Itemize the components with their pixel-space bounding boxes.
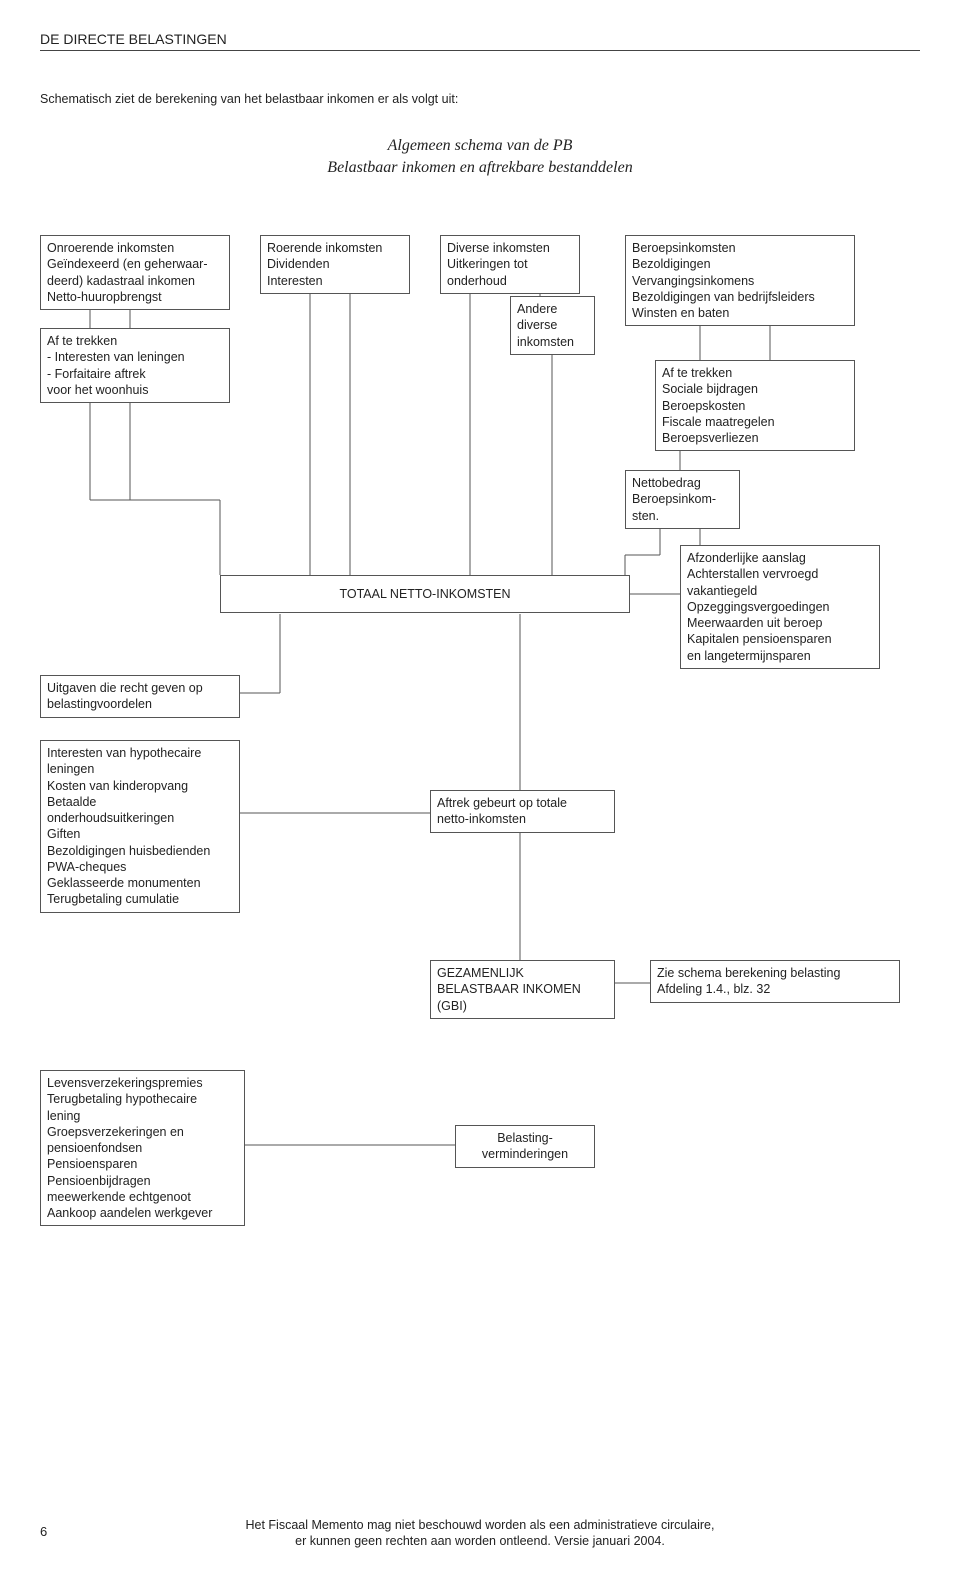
box-interesten-hyp: Interesten van hypothecaire leningen Kos… [40,740,240,913]
box-nettobedrag: Nettobedrag Beroepsinkom- sten. [625,470,740,529]
footer: Het Fiscaal Memento mag niet beschouwd w… [40,1517,920,1550]
box-af-trekken-2: Af te trekken Sociale bijdragen Beroepsk… [655,360,855,451]
box-zie-schema: Zie schema berekening belasting Afdeling… [650,960,900,1003]
box-beroep: Beroepsinkomsten Bezoldigingen Vervangin… [625,235,855,326]
box-totaal: TOTAAL NETTO-INKOMSTEN [220,575,630,613]
box-belverm: Belasting- verminderingen [455,1125,595,1168]
footer-line1: Het Fiscaal Memento mag niet beschouwd w… [246,1518,715,1532]
box-onroerende: Onroerende inkomsten Geïndexeerd (en geh… [40,235,230,310]
box-diverse: Diverse inkomsten Uitkeringen tot onderh… [440,235,580,294]
box-roerende: Roerende inkomsten Dividenden Interesten [260,235,410,294]
box-levens: Levensverzekeringspremies Terugbetaling … [40,1070,245,1226]
box-aftrek-totale: Aftrek gebeurt op totale netto-inkomsten [430,790,615,833]
box-uitgaven: Uitgaven die recht geven op belastingvoo… [40,675,240,718]
box-af-trekken-1: Af te trekken - Interesten van leningen … [40,328,230,403]
footer-line2: er kunnen geen rechten aan worden ontlee… [295,1534,665,1548]
box-afzonderlijk: Afzonderlijke aanslag Achterstallen verv… [680,545,880,669]
box-gbi: GEZAMENLIJK BELASTBAAR INKOMEN (GBI) [430,960,615,1019]
box-andere: Andere diverse inkomsten [510,296,595,355]
